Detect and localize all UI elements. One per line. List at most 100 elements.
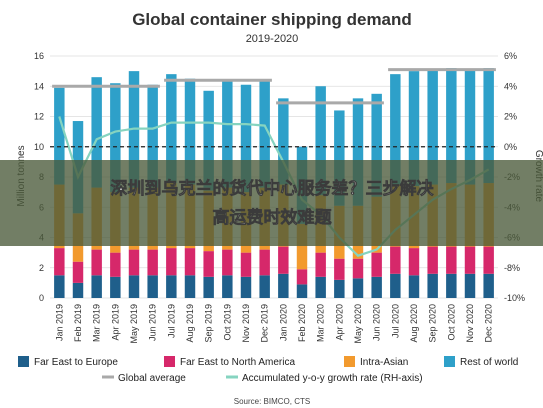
bar-segment [73, 283, 83, 298]
bar-segment [203, 277, 213, 298]
y2-tick-label: 0% [504, 142, 517, 152]
legend-label: Intra-Asian [360, 357, 408, 368]
x-tick-label: Sep 2019 [204, 304, 214, 343]
y2-tick-label: 4% [504, 81, 517, 91]
y-tick-label: 0 [39, 293, 44, 303]
bar-segment [427, 247, 437, 274]
legend-swatch [18, 356, 29, 367]
legend: Far East to Europe Far East to North Amer… [18, 356, 518, 384]
bar-segment [241, 277, 251, 298]
bar-segment [185, 248, 195, 275]
legend-label: Global average [118, 373, 186, 384]
x-tick-label: May 2020 [353, 304, 363, 344]
x-tick-label: Feb 2019 [73, 304, 83, 342]
legend-label: Accumulated y-o-y growth rate (RH-axis) [242, 373, 423, 384]
bar-segment [147, 275, 157, 298]
bar-segment [91, 250, 101, 276]
bar-segment [129, 250, 139, 276]
legend-label: Far East to Europe [34, 357, 118, 368]
bar-segment [353, 278, 363, 298]
x-tick-label: Nov 2019 [241, 304, 251, 343]
bar-segment [390, 247, 400, 274]
bar-segment [409, 248, 419, 275]
bar-segment [110, 253, 120, 277]
x-tick-label: Mar 2020 [316, 304, 326, 342]
x-tick-label: Jan 2019 [54, 304, 64, 341]
bar-segment [297, 284, 307, 298]
x-tick-label: Apr 2019 [110, 304, 120, 341]
banner-line-1: 深圳到乌克兰的货代中心服务差？三步解决 [111, 178, 435, 199]
bar-segment [241, 253, 251, 277]
banner-line-2: 高运费时效难题 [213, 207, 333, 228]
bar-segment [297, 269, 307, 284]
bar-segment [409, 275, 419, 298]
legend-swatch [444, 356, 455, 367]
bar-segment [166, 275, 176, 298]
bar-segment [54, 248, 64, 275]
chart-subtitle: 2019-2020 [246, 33, 299, 45]
bar-segment [315, 277, 325, 298]
bar-segment [315, 253, 325, 277]
x-tick-label: Jul 2020 [390, 304, 400, 338]
bar-segment [73, 262, 83, 283]
bar-segment [166, 248, 176, 275]
overlay-banner: 深圳到乌克兰的货代中心服务差？三步解决 高运费时效难题 [0, 160, 543, 246]
x-tick-label: Sep 2020 [428, 304, 438, 343]
y2-tick-label: -8% [504, 263, 520, 273]
bar-segment [185, 275, 195, 298]
x-tick-label: Jun 2019 [148, 304, 158, 341]
bar-segment [334, 259, 344, 280]
legend-swatch [164, 356, 175, 367]
legend-swatch [344, 356, 355, 367]
bar-segment [483, 247, 493, 274]
y-tick-label: 14 [34, 81, 44, 91]
bar-segment [203, 251, 213, 277]
x-tick-label: Apr 2020 [334, 304, 344, 341]
y-tick-label: 12 [34, 112, 44, 122]
x-tick-label: Oct 2019 [222, 304, 232, 341]
y2-tick-label: -10% [504, 293, 525, 303]
x-tick-label: Jan 2020 [278, 304, 288, 341]
bar-segment [129, 275, 139, 298]
x-tick-label: Jun 2020 [372, 304, 382, 341]
y2-tick-label: 6% [504, 51, 517, 61]
y-tick-label: 10 [34, 142, 44, 152]
x-tick-label: Feb 2020 [297, 304, 307, 342]
x-tick-label: Dec 2019 [260, 304, 270, 343]
bar-segment [446, 274, 456, 298]
bar-segment [222, 275, 232, 298]
bar-segment [259, 275, 269, 298]
bar-segment [483, 274, 493, 298]
legend-label: Far East to North America [180, 357, 295, 368]
chart-title: Global container shipping demand [132, 10, 412, 29]
bar-segment [390, 274, 400, 298]
bar-segment [91, 275, 101, 298]
bar-segment [54, 275, 64, 298]
legend-label: Rest of world [460, 357, 518, 368]
bar-segment [259, 250, 269, 276]
bar-segment [371, 277, 381, 298]
x-tick-label: Aug 2019 [185, 304, 195, 343]
x-tick-label: Mar 2019 [92, 304, 102, 342]
y-tick-label: 16 [34, 51, 44, 61]
banner-background [0, 160, 543, 246]
bar-segment [371, 253, 381, 277]
bar-segment [222, 250, 232, 276]
bar-segment [278, 274, 288, 298]
chart-source: Source: BIMCO, CTS [234, 397, 310, 406]
bar-segment [427, 274, 437, 298]
x-tick-label: Jul 2019 [166, 304, 176, 338]
y2-tick-label: 2% [504, 112, 517, 122]
bar-segment [147, 250, 157, 276]
y-tick-label: 2 [39, 263, 44, 273]
bar-segment [353, 259, 363, 279]
x-tick-label: Dec 2020 [484, 304, 494, 343]
x-tick-label: Nov 2020 [465, 304, 475, 343]
bar-segment [465, 274, 475, 298]
bar-segment [334, 280, 344, 298]
x-tick-label: May 2019 [129, 304, 139, 344]
bar-segment [465, 247, 475, 274]
x-tick-label: Oct 2020 [446, 304, 456, 341]
